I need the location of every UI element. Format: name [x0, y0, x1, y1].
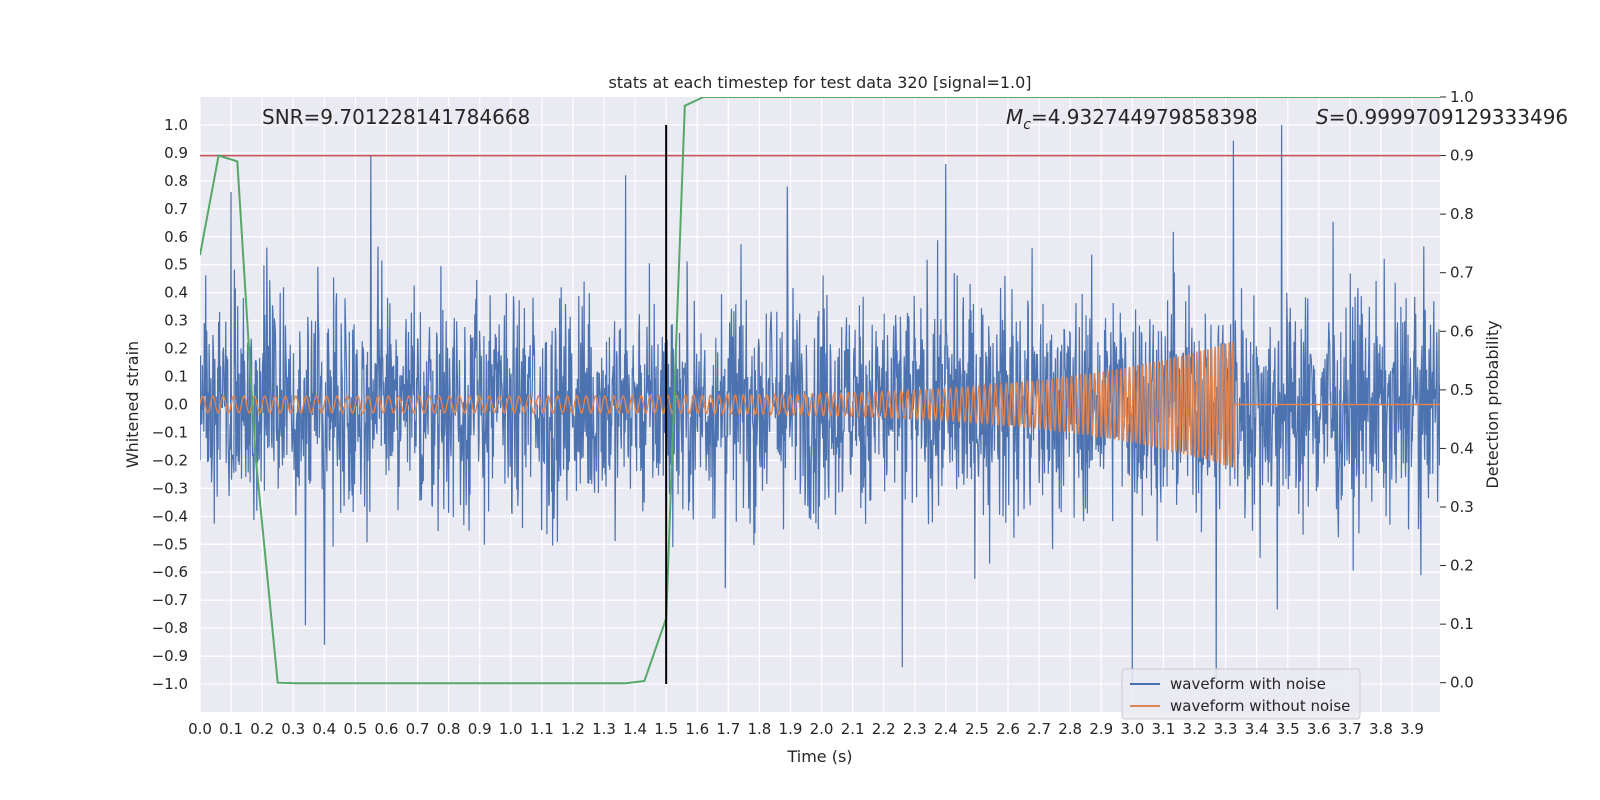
y-tick-label: 0.6: [164, 228, 188, 246]
y2-tick-label: 0.0: [1450, 674, 1474, 692]
y2-axis-label: Detection probability: [1483, 320, 1502, 488]
legend-label-waveform-with-noise: waveform with noise: [1170, 675, 1326, 693]
x-tick-label: 3.0: [1120, 720, 1144, 738]
y-tick-label: −0.8: [152, 619, 188, 637]
y2-tick-label: 0.6: [1450, 322, 1474, 340]
y2-tick-label: 0.7: [1450, 264, 1474, 282]
x-tick-label: 0.2: [250, 720, 274, 738]
x-tick-label: 3.8: [1369, 720, 1393, 738]
x-tick-label: 2.6: [996, 720, 1020, 738]
chirp-mass-annotation: Mc=4.932744979858398: [1006, 105, 1258, 133]
y2-tick-label: 0.5: [1450, 381, 1474, 399]
x-axis-ticks: 0.0 0.1 0.2 0.3 0.4 0.5 0.6 0.7 0.8 0.9 1.0 1.1 1.2 1…: [188, 720, 1424, 738]
x-tick-label: 2.8: [1058, 720, 1082, 738]
x-axis-label: Time (s): [786, 747, 852, 766]
series-waveform-without-noise: [200, 341, 1440, 468]
y-tick-label: −0.2: [152, 451, 188, 469]
legend-box: [1121, 668, 1361, 720]
y2-tick-label: 0.4: [1450, 439, 1474, 457]
score-annotation: S=0.9999709129333496: [1316, 105, 1568, 129]
series-detection-probability: [200, 97, 1440, 685]
x-tick-label: 3.5: [1276, 720, 1300, 738]
chart-title: stats at each timestep for test data 320…: [608, 73, 1031, 92]
series-waveform-with-noise: [200, 124, 1440, 685]
x-tick-label: 1.3: [592, 720, 616, 738]
y2-tick-label: 0.2: [1450, 557, 1474, 575]
y-tick-label: −0.4: [152, 507, 188, 525]
snr-annotation: SNR=9.701228141784668: [262, 105, 530, 129]
y2-tick-label: 1.0: [1450, 88, 1474, 106]
x-tick-label: 1.5: [654, 720, 678, 738]
y-tick-label: −0.9: [152, 647, 188, 665]
x-tick-label: 1.4: [623, 720, 647, 738]
mc-subscript: c: [1023, 117, 1031, 133]
x-tick-label: 1.0: [499, 720, 523, 738]
x-tick-label: 0.1: [219, 720, 243, 738]
x-tick-label: 1.8: [747, 720, 771, 738]
legend: waveform with noise waveform without noi…: [1121, 668, 1361, 720]
x-tick-label: 0.5: [343, 720, 367, 738]
y-tick-label: 0.5: [164, 256, 188, 274]
y-tick-label: −0.7: [152, 591, 188, 609]
y-tick-label: −0.3: [152, 479, 188, 497]
y2-tick-label: 0.9: [1450, 147, 1474, 165]
y-tick-label: 0.9: [164, 144, 188, 162]
x-tick-label: 3.1: [1151, 720, 1175, 738]
x-tick-label: 3.2: [1183, 720, 1207, 738]
y-tick-label: 0.0: [164, 396, 188, 414]
y-tick-label: 0.2: [164, 340, 188, 358]
s-value: =0.9999709129333496: [1329, 105, 1568, 129]
x-tick-label: 3.7: [1338, 720, 1362, 738]
y-tick-label: 0.7: [164, 200, 188, 218]
x-tick-label: 2.5: [965, 720, 989, 738]
x-tick-label: 0.9: [468, 720, 492, 738]
y-tick-label: −0.1: [152, 423, 188, 441]
y2-tick-label: 0.3: [1450, 498, 1474, 516]
x-tick-label: 1.7: [716, 720, 740, 738]
x-tick-label: 0.7: [406, 720, 430, 738]
x-tick-label: 0.4: [312, 720, 336, 738]
x-tick-label: 1.2: [561, 720, 585, 738]
x-tick-label: 2.1: [841, 720, 865, 738]
x-tick-label: 2.4: [934, 720, 958, 738]
legend-label-waveform-without-noise: waveform without noise: [1170, 697, 1350, 715]
y-tick-label: 0.1: [164, 368, 188, 386]
y-axis-ticks: 1.0 0.9 0.8 0.7 0.6 0.5 0.4 0.3 0.2 0.1 0.0 −0.1 −0.…: [152, 116, 188, 693]
x-tick-label: 1.1: [530, 720, 554, 738]
x-tick-label: 2.9: [1089, 720, 1113, 738]
mc-symbol: M: [1006, 105, 1023, 129]
x-tick-label: 1.6: [685, 720, 709, 738]
y2-tick-label: 0.8: [1450, 205, 1474, 223]
x-tick-label: 0.0: [188, 720, 212, 738]
x-tick-label: 0.6: [375, 720, 399, 738]
y-tick-label: 0.8: [164, 172, 188, 190]
x-tick-label: 1.9: [779, 720, 803, 738]
x-tick-label: 0.3: [281, 720, 305, 738]
y-tick-label: 0.3: [164, 312, 188, 330]
x-tick-label: 2.7: [1027, 720, 1051, 738]
x-tick-label: 2.2: [872, 720, 896, 738]
y2-axis-ticks: 1.0 0.9 0.8 0.7 0.6 0.5 0.4 0.3 0.2 0.1 0.0: [1440, 88, 1474, 692]
mc-value: =4.932744979858398: [1031, 105, 1258, 129]
y-tick-label: 0.4: [164, 284, 188, 302]
y-tick-label: −0.6: [152, 563, 188, 581]
y-tick-label: −1.0: [152, 675, 188, 693]
s-symbol: S: [1316, 105, 1329, 129]
x-tick-label: 2.3: [903, 720, 927, 738]
y-tick-label: −0.5: [152, 535, 188, 553]
x-tick-label: 0.8: [437, 720, 461, 738]
x-tick-label: 2.0: [810, 720, 834, 738]
x-tick-label: 3.6: [1307, 720, 1331, 738]
y-axis-label: Whitened strain: [123, 341, 142, 468]
x-tick-label: 3.4: [1245, 720, 1269, 738]
y2-tick-label: 0.1: [1450, 615, 1474, 633]
y-tick-label: 1.0: [164, 116, 188, 134]
x-tick-label: 3.9: [1400, 720, 1424, 738]
x-tick-label: 3.3: [1214, 720, 1238, 738]
